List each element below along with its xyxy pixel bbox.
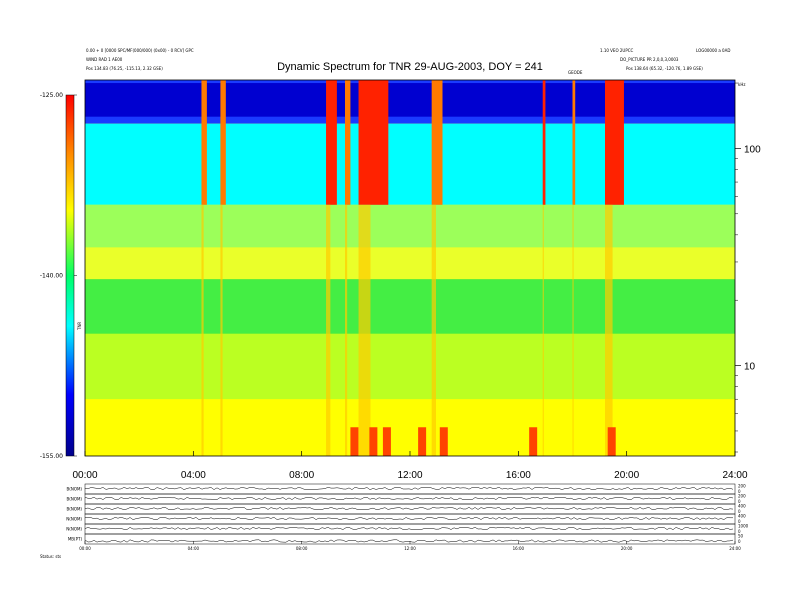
y-axis-ticks: 100 10 [735, 82, 761, 453]
colorbar-tick-label: -125.00 [40, 92, 63, 99]
y-tick-label: 10 [744, 362, 756, 373]
header-far-right-line1: LOG00000 a 0AD [696, 48, 730, 53]
y-tick-label: 100 [744, 144, 761, 155]
lower-panel-tick: 0 [738, 539, 741, 544]
radio-burst [201, 80, 207, 205]
spectrum-band [85, 204, 735, 248]
header-left-line1: 0.00 + 0 [0000 SPC/MF(000/000) (0x00) - … [86, 48, 194, 53]
lower-x-tick-label: 12:00 [404, 546, 416, 551]
low-freq-noise [418, 427, 427, 456]
x-tick-label: 20:00 [614, 470, 639, 481]
radio-burst-trail [345, 204, 348, 456]
x-tick-label: 08:00 [289, 470, 314, 481]
lower-panel-trace [84, 497, 734, 500]
low-freq-noise [350, 427, 359, 456]
x-tick-label: 00:00 [72, 470, 97, 481]
radio-burst [345, 80, 351, 205]
lower-panel-trace [84, 487, 734, 490]
lower-panel-tick: 0 [738, 529, 741, 534]
radio-burst-trail [201, 204, 204, 456]
lower-panel-label: B(NOM) [67, 497, 83, 502]
radio-burst-trail [220, 204, 223, 456]
radio-burst [542, 80, 546, 205]
lower-x-tick-label: 16:00 [513, 546, 525, 551]
y-axis-unit: kHz [738, 82, 745, 87]
radio-burst-trail [431, 204, 436, 456]
header-center-label: GEODE [568, 70, 583, 75]
x-tick-label: 24:00 [722, 470, 747, 481]
lower-panel-trace [84, 527, 734, 530]
spectrum-band [85, 333, 735, 400]
spectrum-band [85, 123, 735, 205]
lower-x-tick-label: 24:00 [729, 546, 741, 551]
x-tick-label: 12:00 [397, 470, 422, 481]
lower-panel-label: N(NOM) [66, 517, 82, 522]
lower-panel-tick: 50 [738, 534, 744, 539]
spectrogram [85, 80, 735, 456]
spectrum-band [85, 279, 735, 334]
x-tick-label: 16:00 [506, 470, 531, 481]
header-left-line2: WIND RAD 1 AE00 [86, 57, 123, 62]
lower-panel-tick: 400 [738, 514, 746, 519]
lower-panel-tick: 0 [738, 499, 741, 504]
lower-panel-tick: 1000 [738, 524, 749, 529]
low-freq-noise [439, 427, 448, 456]
spectrum-band [85, 247, 735, 280]
low-freq-noise [369, 427, 378, 456]
x-axis-ticks: 00:00 04:00 08:00 12:00 16:00 20:00 24:00 [72, 451, 748, 481]
lower-x-tick-label: 00:00 [79, 546, 91, 551]
x-tick-label: 04:00 [181, 470, 206, 481]
lower-panel-tick: 0 [738, 519, 741, 524]
radio-burst-trail [572, 204, 574, 456]
colorbar-tick-label: -140.00 [40, 273, 63, 280]
lower-panel-label: N(NOM) [66, 527, 82, 532]
lower-panels: B(NOM)2000B(NOM)2000B(NOM)4000N(NOM)4000… [66, 484, 748, 552]
lower-panel-tick: 200 [738, 484, 746, 489]
radio-burst-trail [542, 204, 544, 456]
radio-burst [326, 80, 337, 205]
lower-panel-tick: 0 [738, 509, 741, 514]
lower-panel-tick: 200 [738, 494, 746, 499]
lower-panel-trace [84, 517, 733, 520]
chart-title: Dynamic Spectrum for TNR 29-AUG-2003, DO… [277, 61, 543, 73]
radio-burst [572, 80, 576, 205]
lower-panel-trace [84, 507, 734, 510]
lower-panel-label: B(NOM) [67, 507, 83, 512]
lower-panel-trace [84, 539, 734, 543]
colorbar-tick-label: -155.00 [40, 453, 63, 460]
header-right-line1: 1.10 VEO 2UPCC [600, 48, 634, 53]
radio-burst [431, 80, 443, 205]
spectrum-dark-band [85, 83, 735, 117]
colorbar [65, 94, 75, 457]
lower-panel-tick: 400 [738, 504, 746, 509]
low-freq-noise [529, 427, 538, 456]
radio-burst-trail [358, 204, 371, 456]
low-freq-noise [382, 427, 391, 456]
header-right-line2: DO_PICTURE PR 2,0,0,3,0003 [620, 57, 679, 62]
lower-panel-label: B(NOM) [67, 487, 83, 492]
lower-panel-label: MB(PT) [68, 537, 83, 542]
radio-burst [605, 80, 624, 205]
radio-burst [220, 80, 226, 205]
radio-burst-trail [605, 204, 613, 456]
colorbar-unit-label: TNR [77, 322, 82, 331]
header-right-line3: Pos 138.64 (65.32, -120.76, 1.89 GSE) [626, 66, 703, 71]
radio-burst [358, 80, 389, 205]
colorbar-ticks: -125.00 -140.00 -155.00 [40, 92, 77, 460]
low-freq-noise [607, 427, 616, 456]
lower-x-tick-label: 20:00 [621, 546, 633, 551]
header-left-line3: Pos 134.83 (76.25, -115.13, 2.32 GSE) [86, 66, 163, 71]
lower-panel-tick: 0 [738, 489, 741, 494]
lower-x-tick-label: 04:00 [188, 546, 200, 551]
radio-burst-trail [326, 204, 331, 456]
footer-status-label: Status: sts [40, 554, 61, 559]
lower-x-tick-label: 08:00 [296, 546, 308, 551]
spectrum-band [85, 399, 735, 452]
